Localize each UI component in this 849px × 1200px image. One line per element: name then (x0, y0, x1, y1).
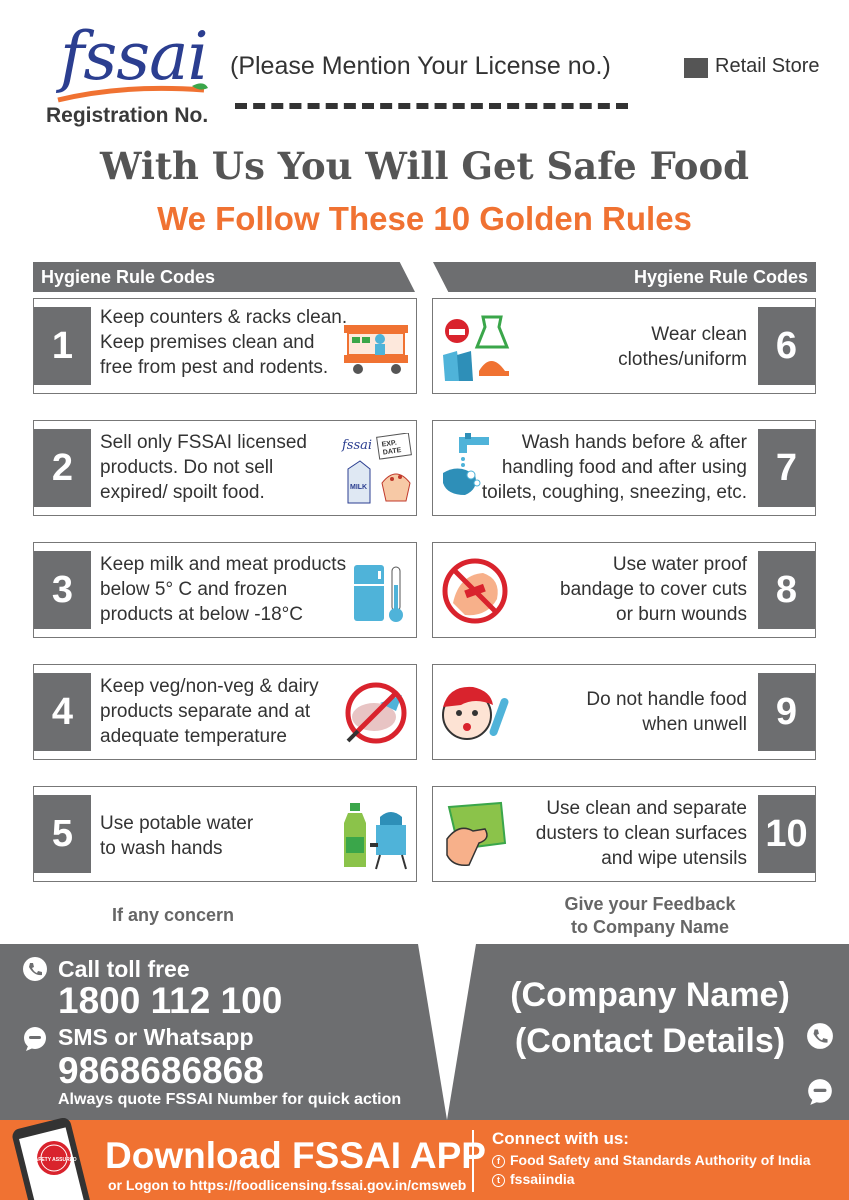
quote-note: Always quote FSSAI Number for quick acti… (58, 1091, 402, 1108)
rule-text: Sell only FSSAI licensed products. Do no… (100, 432, 307, 503)
rule-text: Wash hands before & after handling food … (481, 432, 747, 503)
rule-card-4: 4 Keep veg/non-veg & dairy products sepa… (33, 664, 417, 760)
sick-person-icon (442, 686, 509, 740)
section-header-left: Hygiene Rule Codes (33, 262, 415, 292)
rule-text: Keep counters & racks clean. Keep premis… (100, 307, 348, 378)
rule-text: Use clean and separate dusters to clean … (535, 798, 747, 869)
smartphone-icon: SAFETY ASSURED (12, 1118, 92, 1200)
rule-number: 4 (34, 673, 91, 751)
toll-free-number[interactable]: 1800 112 100 (58, 980, 283, 1021)
duster-icon (446, 801, 507, 867)
toll-free-label: Call toll free (58, 956, 190, 982)
rule-number: 7 (758, 429, 815, 507)
facebook-icon: f (492, 1154, 505, 1168)
rule-card-5: 5 Use potable water to wash hands (33, 786, 417, 882)
license-prompt: (Please Mention Your License no.) (230, 52, 611, 80)
app-badge-label: SAFETY ASSURED (31, 1157, 77, 1163)
rule-card-6: 6 Wear clean clothes/uniform (432, 298, 816, 394)
facebook-label: Food Safety and Standards Authority of I… (510, 1152, 811, 1168)
hand-wash-icon (443, 433, 489, 495)
no-mixing-icon (345, 682, 407, 744)
bandage-icon (442, 558, 508, 624)
company-chat-icon (808, 1079, 832, 1105)
licensed-products-icon: fssai EXP. DATE MILK (341, 433, 412, 504)
sms-number[interactable]: 9868686868 (58, 1050, 264, 1091)
rule-text: Use potable water to wash hands (100, 813, 254, 859)
section-header-right: Hygiene Rule Codes (433, 262, 816, 292)
rule-number: 3 (34, 551, 91, 629)
rule-number: 5 (34, 795, 91, 873)
rule-card-7: 7 Wash hands before & after handling foo… (432, 420, 816, 516)
rule-card-1: 1 Keep counters & racks clean. Keep prem… (33, 298, 417, 394)
logo-swoosh-icon (57, 83, 208, 103)
rule-number: 9 (758, 673, 815, 751)
rule-text: Do not handle food when unwell (586, 689, 747, 735)
rule-card-2: 2 Sell only FSSAI licensed products. Do … (33, 420, 417, 516)
rule-number: 6 (758, 307, 815, 385)
facebook-link[interactable]: f Food Safety and Standards Authority of … (492, 1152, 811, 1168)
license-number-field[interactable] (235, 103, 628, 109)
chat-icon (24, 1027, 46, 1051)
twitter-icon: t (492, 1173, 505, 1187)
twitter-label: fssaiindia (510, 1171, 575, 1187)
concern-label: If any concern (112, 905, 235, 925)
food-cart-icon (344, 325, 408, 374)
download-app-title[interactable]: Download FSSAI APP (105, 1135, 486, 1176)
connect-label: Connect with us: (492, 1129, 629, 1148)
registration-label: Registration No. (46, 104, 209, 127)
icon-date-label: DATE (382, 447, 402, 457)
rule-number: 10 (758, 795, 815, 873)
retail-store-label: Retail Store (715, 55, 820, 77)
page-subtitle: We Follow These 10 Golden Rules (157, 200, 692, 237)
fssai-logo: fssai Registration No. (40, 18, 210, 128)
rule-card-3: 3 Keep milk and meat products below 5° C… (33, 542, 417, 638)
company-contact-block: (Company Name) (Contact Details) (510, 976, 790, 1060)
retail-store-checkbox[interactable] (684, 58, 708, 78)
sms-label: SMS or Whatsapp (58, 1024, 254, 1050)
twitter-link[interactable]: t fssaiindia (492, 1171, 575, 1187)
icon-milk-label: MILK (350, 484, 367, 491)
rule-text: Wear clean clothes/uniform (618, 324, 747, 370)
icon-exp-label: EXP. (381, 440, 397, 449)
rule-card-10: 10 Use clean and separate dusters to cle… (432, 786, 816, 882)
logon-link[interactable]: or Logon to https://foodlicensing.fssai.… (108, 1177, 467, 1193)
rule-number: 1 (34, 307, 91, 385)
logo-text: fssai (60, 18, 209, 95)
company-phone-icon (807, 1023, 833, 1049)
footer-divider (472, 1130, 474, 1192)
fridge-thermometer-icon (354, 565, 403, 622)
water-bottle-icon (344, 803, 407, 870)
rule-card-8: 8 Use water proof bandage to cover cuts … (432, 542, 816, 638)
rule-number: 2 (34, 429, 91, 507)
rule-card-9: 9 Do not handle food when unwell (432, 664, 816, 760)
rule-text: Keep milk and meat products below 5° C a… (100, 554, 347, 625)
feedback-label: Give your Feedback to Company Name (564, 894, 736, 937)
icon-fssai-label: fssai (341, 438, 372, 453)
rule-number: 8 (758, 551, 815, 629)
rule-text: Keep veg/non-veg & dairy products separa… (100, 676, 319, 747)
footer-bar (0, 1120, 849, 1200)
page-title: With Us You Will Get Safe Food (99, 144, 750, 188)
phone-icon (23, 957, 47, 981)
rule-text: Use water proof bandage to cover cuts or… (560, 554, 747, 625)
uniform-icon (443, 315, 510, 381)
